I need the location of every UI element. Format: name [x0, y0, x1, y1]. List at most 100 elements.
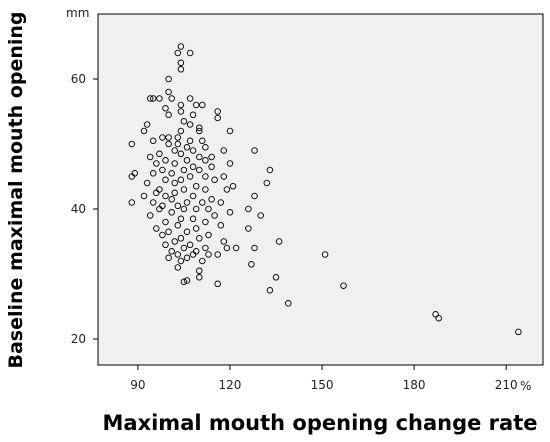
data-point [217, 199, 225, 206]
y-unit-label: mm [66, 6, 89, 20]
data-point [340, 282, 347, 289]
data-point [171, 189, 178, 197]
data-point [177, 150, 185, 158]
data-point [232, 244, 240, 252]
data-point [162, 192, 169, 200]
data-point [156, 150, 163, 158]
data-point [165, 134, 172, 141]
data-point [251, 244, 258, 252]
data-point [156, 95, 163, 102]
data-point [189, 111, 197, 119]
data-point [202, 244, 209, 252]
data-point [515, 328, 522, 336]
data-point [220, 238, 228, 245]
data-point [177, 176, 185, 184]
data-point [275, 238, 283, 245]
x-tick-label: 90 [130, 378, 145, 392]
data-point [266, 287, 274, 294]
data-point [128, 173, 136, 180]
data-point [177, 215, 185, 223]
data-point [199, 137, 206, 145]
data-point [208, 153, 215, 161]
data-point [251, 192, 258, 200]
data-point [180, 244, 188, 252]
data-point [183, 144, 191, 151]
x-tick-label: 150 [311, 378, 334, 392]
data-point [168, 95, 175, 102]
data-point [214, 114, 221, 122]
data-point [223, 244, 231, 252]
x-axis-title: Maximal mouth opening change rate [103, 411, 538, 435]
data-point [153, 189, 160, 197]
data-point [128, 199, 136, 206]
data-point [186, 173, 194, 180]
data-point [257, 212, 264, 219]
data-point [245, 205, 252, 213]
data-point [165, 88, 172, 96]
data-point [143, 179, 151, 187]
data-point [189, 215, 197, 223]
y-tick-label: 20 [71, 332, 86, 346]
data-point [186, 95, 194, 102]
data-point [168, 196, 175, 203]
data-point [168, 248, 175, 255]
data-point [183, 254, 191, 262]
data-point [180, 205, 188, 213]
data-point [214, 251, 221, 258]
data-point [189, 192, 197, 200]
data-point [251, 147, 258, 154]
data-point [192, 205, 200, 213]
data-point [205, 231, 212, 239]
data-point [202, 157, 209, 164]
data-point [162, 218, 169, 226]
data-point [285, 300, 292, 307]
data-point [186, 241, 194, 249]
data-point [143, 121, 151, 128]
data-point [202, 173, 209, 180]
data-point [140, 192, 148, 200]
data-point [162, 176, 169, 184]
data-point [174, 134, 182, 141]
data-point [208, 196, 215, 203]
data-point [211, 176, 218, 184]
data-point [432, 311, 439, 318]
data-point [165, 254, 172, 262]
data-point [186, 49, 194, 57]
data-point [146, 95, 154, 102]
data-point [196, 153, 203, 161]
data-point [180, 166, 188, 174]
data-point [202, 218, 209, 226]
data-point [196, 267, 203, 275]
data-point [128, 140, 136, 148]
data-point [223, 186, 231, 193]
data-point [186, 137, 194, 145]
data-point [153, 225, 160, 232]
data-point [180, 186, 188, 193]
data-point [153, 160, 160, 167]
data-point [214, 280, 221, 288]
data-point [183, 277, 191, 284]
data-point [162, 105, 169, 112]
x-tick-label: 210 [495, 378, 518, 392]
x-unit-label: % [520, 379, 531, 393]
data-point [183, 228, 191, 236]
data-point [177, 127, 185, 135]
data-point [177, 43, 185, 50]
data-point [321, 251, 329, 258]
data-point [189, 251, 197, 258]
data-point [180, 118, 188, 125]
data-point [149, 137, 157, 145]
data-point [177, 59, 185, 67]
data-point [226, 160, 234, 167]
data-point [217, 222, 225, 229]
data-point [174, 264, 182, 271]
data-point [162, 157, 169, 164]
data-point [162, 241, 169, 249]
data-point [174, 202, 182, 210]
data-point [229, 182, 237, 190]
data-point [205, 251, 212, 258]
data-point [199, 101, 206, 109]
data-point [192, 101, 200, 109]
data-points [128, 43, 522, 336]
data-point [174, 140, 182, 148]
